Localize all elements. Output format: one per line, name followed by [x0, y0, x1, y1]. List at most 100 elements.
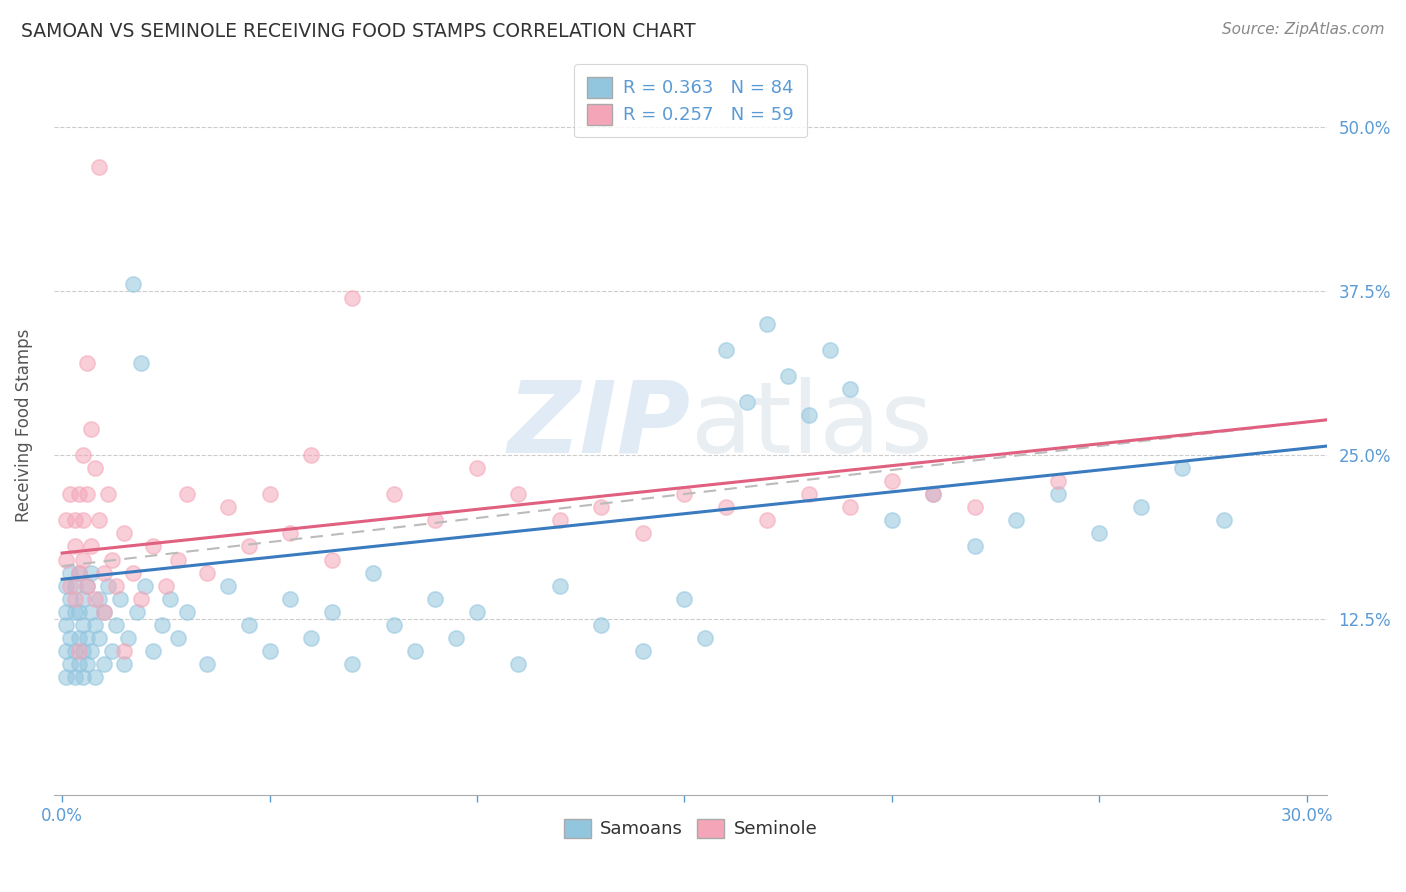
Point [76, 579, 98, 593]
Point [67, 605, 90, 619]
Point [63, 591, 86, 606]
Point [67, 657, 90, 672]
Point [167, 631, 190, 645]
Point [55, 579, 77, 593]
Point [89, 591, 111, 606]
Point [129, 591, 152, 606]
Point [382, 487, 405, 501]
Point [299, 448, 322, 462]
Point [1005, 513, 1028, 527]
Point [142, 644, 165, 658]
Point [217, 500, 239, 515]
Point [67, 566, 90, 580]
Point [80, 605, 103, 619]
Point [89, 631, 111, 645]
Point [67, 631, 90, 645]
Point [1088, 526, 1111, 541]
Point [93, 566, 115, 580]
Legend: Samoans, Seminole: Samoans, Seminole [557, 812, 824, 846]
Point [72, 644, 94, 658]
Point [63, 671, 86, 685]
Point [963, 500, 986, 515]
Point [756, 317, 779, 331]
Point [72, 671, 94, 685]
Point [1129, 500, 1152, 515]
Point [217, 579, 239, 593]
Point [839, 382, 862, 396]
Point [55, 671, 77, 685]
Point [278, 591, 301, 606]
Point [299, 631, 322, 645]
Point [922, 487, 945, 501]
Point [76, 356, 98, 370]
Point [259, 487, 281, 501]
Point [59, 566, 82, 580]
Point [673, 591, 696, 606]
Point [818, 343, 841, 357]
Point [55, 605, 77, 619]
Point [382, 618, 405, 632]
Point [195, 657, 218, 672]
Point [1212, 513, 1234, 527]
Point [55, 513, 77, 527]
Point [776, 369, 799, 384]
Text: SAMOAN VS SEMINOLE RECEIVING FOOD STAMPS CORRELATION CHART: SAMOAN VS SEMINOLE RECEIVING FOOD STAMPS… [21, 22, 696, 41]
Point [125, 605, 148, 619]
Point [121, 566, 143, 580]
Point [112, 526, 135, 541]
Point [693, 631, 716, 645]
Point [63, 644, 86, 658]
Point [55, 552, 77, 566]
Point [63, 540, 86, 554]
Point [797, 409, 820, 423]
Point [278, 526, 301, 541]
Point [80, 566, 103, 580]
Point [84, 591, 107, 606]
Point [101, 644, 124, 658]
Point [63, 513, 86, 527]
Point [361, 566, 384, 580]
Point [591, 618, 613, 632]
Point [89, 160, 111, 174]
Point [631, 644, 654, 658]
Point [80, 644, 103, 658]
Text: Source: ZipAtlas.com: Source: ZipAtlas.com [1222, 22, 1385, 37]
Point [880, 513, 903, 527]
Point [591, 500, 613, 515]
Point [59, 591, 82, 606]
Point [55, 618, 77, 632]
Point [425, 513, 447, 527]
Point [93, 605, 115, 619]
Point [425, 591, 447, 606]
Point [76, 487, 98, 501]
Point [59, 579, 82, 593]
Point [121, 277, 143, 292]
Point [673, 487, 696, 501]
Point [84, 618, 107, 632]
Point [105, 618, 128, 632]
Point [134, 579, 156, 593]
Point [67, 487, 90, 501]
Point [150, 618, 173, 632]
Point [238, 540, 260, 554]
Point [321, 605, 343, 619]
Point [839, 500, 862, 515]
Point [97, 487, 120, 501]
Point [238, 618, 260, 632]
Point [321, 552, 343, 566]
Point [548, 579, 571, 593]
Point [259, 644, 281, 658]
Point [80, 421, 103, 435]
Point [67, 644, 90, 658]
Point [129, 356, 152, 370]
Point [112, 657, 135, 672]
Point [93, 605, 115, 619]
Point [548, 513, 571, 527]
Point [963, 540, 986, 554]
Point [404, 644, 426, 658]
Point [880, 474, 903, 488]
Point [80, 540, 103, 554]
Point [176, 487, 198, 501]
Point [101, 552, 124, 566]
Point [195, 566, 218, 580]
